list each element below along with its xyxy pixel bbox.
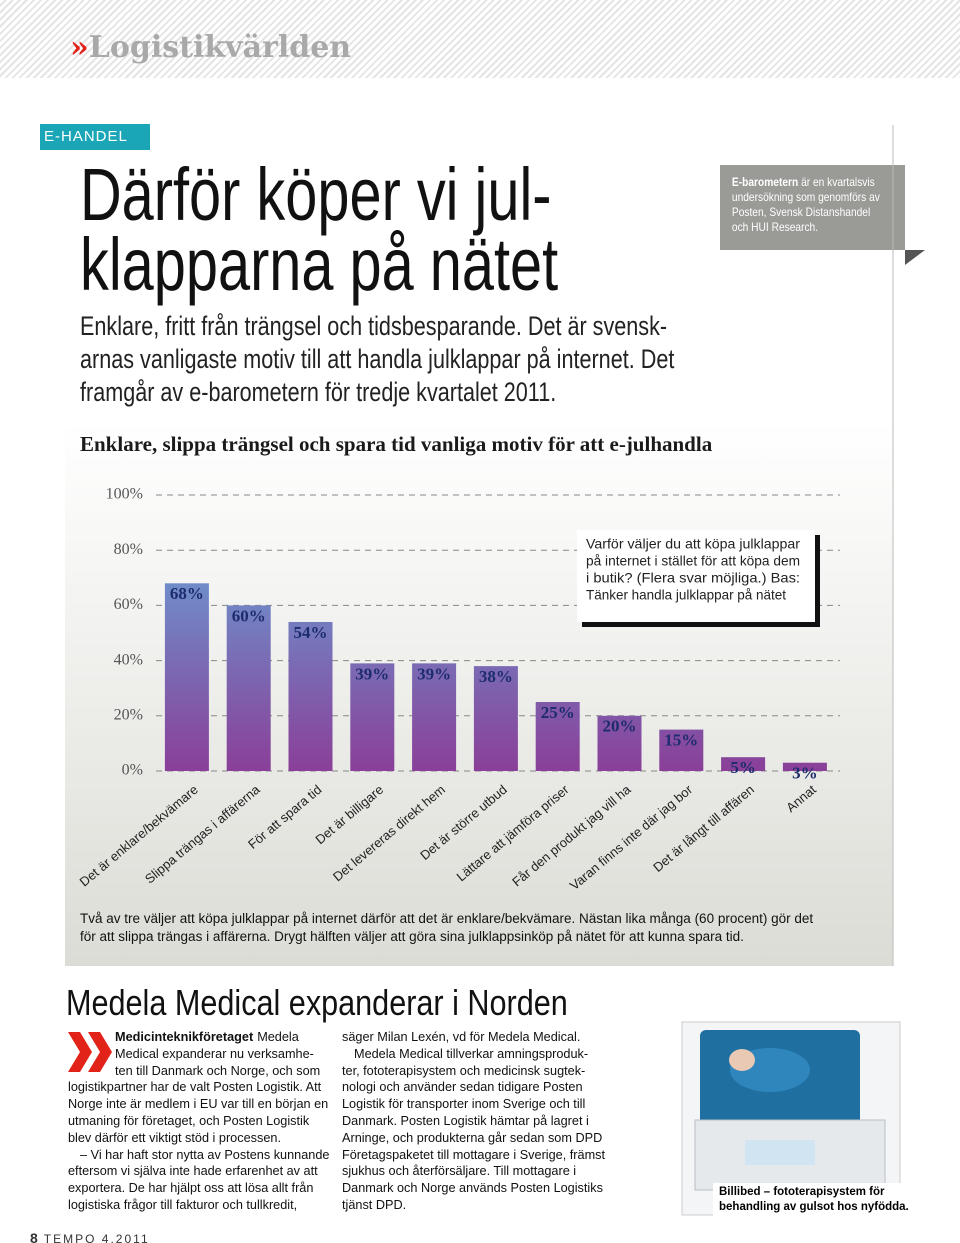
y-tick-label: 20% — [114, 706, 143, 723]
header-band — [0, 0, 960, 78]
caption-line: Billibed – fototerapisystem för — [719, 1186, 885, 1198]
bar — [412, 663, 457, 771]
bar — [473, 666, 518, 771]
bar — [721, 757, 766, 771]
intro-line: Enklare, fritt från trängsel och tidsbes… — [80, 311, 668, 341]
value-label: 39% — [355, 664, 389, 683]
headline-line: klapparna på nätet — [80, 223, 559, 306]
footer: 8 TEMPO 4.2011 — [30, 1230, 150, 1243]
intro-line: framgår av e-barometern för tredje kvart… — [80, 377, 557, 407]
sidebar-line: undersökning som genomförs av — [731, 190, 880, 204]
value-label: 38% — [479, 667, 513, 686]
annotation-line: på internet i stället för att köpa dem — [586, 553, 800, 569]
text-line: Medical expanderar nu verksamhe- — [115, 1046, 314, 1061]
value-label: 3% — [792, 764, 818, 783]
annotation-box — [577, 530, 815, 622]
chart-title: Enklare, slippa trängsel och spara tid v… — [80, 432, 713, 456]
lead: Medicinteknikföretaget — [115, 1030, 254, 1044]
column: Medicinteknikföretaget Medela Medical expa… — [68, 1029, 329, 1214]
text-line: tjänst DPD. — [342, 1197, 407, 1212]
text-line: utmaning för företaget, och Posten Logis… — [68, 1113, 310, 1128]
issue: TEMPO 4.2011 — [43, 1232, 150, 1243]
y-tick-label: 80% — [114, 541, 143, 558]
sidebar-lead: E-barometern — [731, 175, 799, 189]
photo-caption: Billibed – fototerapisystem för behandli… — [713, 1183, 915, 1217]
brand-name: Logistikvärlden — [88, 30, 352, 65]
sidebar-line: och HUI Research. — [731, 220, 819, 234]
text-line: Företagspaketet till mottagare i Sverige… — [342, 1147, 606, 1162]
value-label: 20% — [603, 717, 637, 736]
brand: »Logistikvärlden — [70, 30, 351, 65]
y-tick-label: 40% — [114, 651, 143, 668]
bar — [597, 715, 642, 771]
text-line: eftersom vi själva inte hade erfarenhet … — [68, 1164, 318, 1179]
text-line: nologi och använder sedan tidigare Poste… — [342, 1080, 583, 1095]
text-line: säger Milan Lexén, vd för Medela Medical… — [342, 1030, 581, 1044]
brand-mark: » — [70, 30, 89, 65]
text-line: Medela Medical tillverkar amningsproduk- — [354, 1046, 589, 1061]
sidebar-line: är en kvartalsvis — [801, 175, 875, 189]
text-line: ter, fototerapisystem och medicinsk sugt… — [342, 1063, 586, 1078]
sidebar: E-barometern är en kvartalsvis undersökn… — [720, 165, 905, 250]
headline-line: Därför köper vi jul- — [80, 153, 552, 236]
bar — [350, 663, 395, 771]
caption-line: Två av tre väljer att köpa julklappar på… — [80, 911, 814, 926]
annotation-line: i butik? (Flera svar möjliga.) Bas: — [586, 570, 800, 586]
y-tick-label: 60% — [114, 596, 143, 613]
value-label: 54% — [294, 623, 328, 642]
caption-line: behandling av gulsot hos nyfödda. — [719, 1201, 909, 1213]
text-line: Arninge, och produkterna går sedan som D… — [342, 1130, 603, 1145]
section-tab: E-HANDEL — [40, 124, 150, 150]
bar — [226, 605, 271, 771]
chevron — [68, 1032, 112, 1072]
chart-caption: Två av tre väljer att köpa julklappar på… — [80, 910, 813, 946]
annotation-line: Varför väljer du att köpa julklappar — [586, 536, 800, 552]
sidebar-line: Posten, Svensk Distanshandel — [731, 205, 871, 219]
value-label: 5% — [730, 758, 756, 777]
text-line: Norge inte är medlem i EU var till en bö… — [68, 1097, 329, 1112]
headline: Därför köper vi jul- klapparna på nätet — [80, 153, 559, 306]
text-line: Danmark. Posten Logistik hämtar på lagre… — [342, 1113, 589, 1128]
intro: Enklare, fritt från trängsel och tidsbes… — [80, 310, 674, 409]
y-tick-label: 100% — [106, 486, 143, 503]
bar — [782, 762, 827, 771]
value-label: 15% — [664, 731, 698, 750]
sidebar-fold — [905, 250, 925, 265]
value-label: 68% — [170, 584, 204, 603]
bar — [659, 729, 704, 771]
bar — [164, 583, 209, 771]
text: Medela — [257, 1030, 299, 1044]
text-line: Danmark och Norge används Posten Logisti… — [342, 1181, 603, 1196]
annotation-line: Tänker handla julklappar på nätet — [586, 587, 786, 603]
bar — [288, 621, 333, 771]
bar — [535, 702, 580, 771]
text-line: ten till Danmark och Norge, och som — [115, 1063, 321, 1078]
text-line: Medicinteknikföretaget Medela — [68, 1029, 329, 1046]
article-headline: Medela Medical expanderar i Norden — [66, 982, 568, 1023]
y-tick-label: 0% — [122, 762, 143, 779]
intro-line: arnas vanligaste motiv till att handla j… — [80, 344, 675, 374]
text-line: blev därför ett viktigt stöd i processen… — [68, 1130, 281, 1145]
value-label: 25% — [541, 703, 575, 722]
value-label: 60% — [232, 606, 266, 625]
text-line: – Vi har haft stor nytta av Postens kunn… — [80, 1147, 330, 1162]
value-label: 39% — [417, 664, 451, 683]
column: säger Milan Lexén, vd för Medela Medical… — [342, 1029, 605, 1214]
text-line: logistikpartner har de valt Posten Logis… — [68, 1080, 322, 1095]
text-line: Logistik för transporter inom Sverige oc… — [342, 1097, 586, 1112]
text-line: exportera. De har hjälpt oss att lösa al… — [68, 1181, 314, 1196]
text-line: sjukhus och återförsäljare. Till mottaga… — [342, 1164, 577, 1179]
photo — [681, 1021, 901, 1216]
page-number: 8 — [30, 1230, 38, 1243]
text-line: logistiska frågor till fakturor och tull… — [68, 1197, 298, 1212]
caption-line: för att slippa trängas i affärerna. Dryg… — [80, 929, 744, 944]
